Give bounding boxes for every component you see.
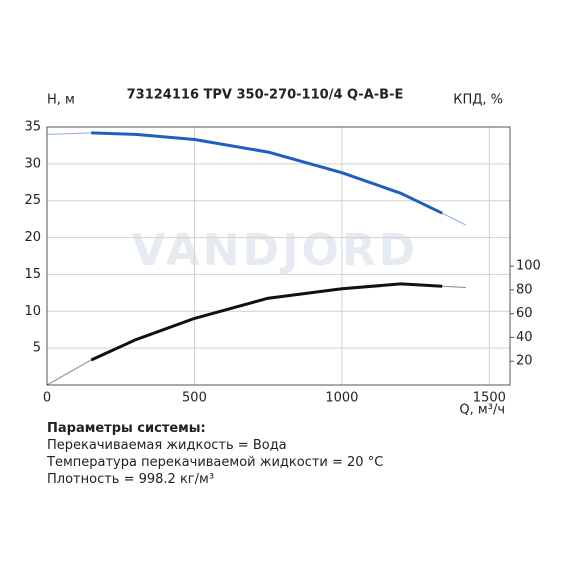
watermark: VANDJORD — [132, 225, 419, 276]
info-line: Перекачиваемая жидкость = Вода — [47, 438, 287, 453]
info-heading: Параметры системы: — [47, 421, 206, 436]
curve-extension — [46, 283, 466, 386]
x-tick-label: 0 — [43, 391, 51, 406]
system-parameters: Параметры системы: Перекачиваемая жидкос… — [47, 420, 383, 488]
y2-tick-label: 20 — [516, 354, 533, 369]
y2-tick-label: 100 — [516, 259, 541, 274]
y2-tick-label: 60 — [516, 306, 533, 321]
x-tick-label: 1000 — [325, 391, 358, 406]
y-tick-label: 10 — [24, 304, 41, 319]
x-axis-label: Q, м³/ч — [459, 403, 505, 418]
x-tick-label: 1500 — [473, 391, 506, 406]
y2-tick-label: 80 — [516, 282, 533, 297]
curve — [90, 282, 443, 362]
y-tick-label: 25 — [24, 193, 41, 208]
chart-title: 73124116 TPV 350-270-110/4 Q-A-B-E — [127, 88, 404, 103]
y-tick-label: 30 — [24, 156, 41, 171]
curve — [91, 131, 443, 215]
y-tick-label: 35 — [24, 120, 41, 135]
plot-frame — [46, 126, 511, 386]
info-line: Плотность = 998.2 кг/м³ — [47, 472, 215, 487]
y-tick-label: 15 — [24, 267, 41, 282]
y-axis-label: H, м — [47, 93, 75, 108]
y2-tick-label: 40 — [516, 330, 533, 345]
y-tick-label: 5 — [33, 341, 41, 356]
y-tick-label: 20 — [24, 230, 41, 245]
info-line: Температура перекачиваемой жидкости = 20… — [47, 455, 384, 470]
y2-axis-label: КПД, % — [453, 93, 503, 108]
x-tick-label: 500 — [182, 391, 207, 406]
curve-extension — [46, 132, 467, 226]
